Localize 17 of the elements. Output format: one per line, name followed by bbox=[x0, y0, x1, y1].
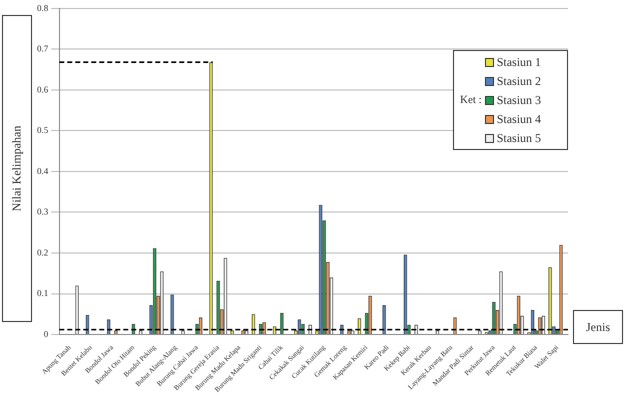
y-tick-label: 0.1 bbox=[37, 288, 48, 298]
y-tick-label: 0.3 bbox=[37, 206, 49, 217]
y-tick-label: 0.8 bbox=[37, 2, 49, 13]
y-tick-label: 0.7 bbox=[37, 44, 49, 54]
y-tick-label: 0.5 bbox=[37, 125, 49, 136]
x-axis-title: Jenis bbox=[573, 310, 623, 344]
legend-label: Stasiun 2 bbox=[496, 74, 542, 88]
legend-title: Ket : bbox=[460, 94, 482, 106]
y-axis-title: Nilai Kelimpahan bbox=[10, 126, 24, 212]
y-tick-label: 0.2 bbox=[37, 247, 48, 258]
y-tick-label: 0 bbox=[44, 328, 49, 339]
legend-label: Stasiun 3 bbox=[496, 92, 542, 108]
legend-label: Stasiun 4 bbox=[496, 112, 542, 126]
y-tick-label: 0.4 bbox=[37, 166, 49, 176]
legend-label: Stasiun 1 bbox=[496, 54, 542, 70]
legend-label: Stasiun 5 bbox=[496, 130, 542, 146]
y-tick-label: 0.6 bbox=[37, 84, 49, 94]
